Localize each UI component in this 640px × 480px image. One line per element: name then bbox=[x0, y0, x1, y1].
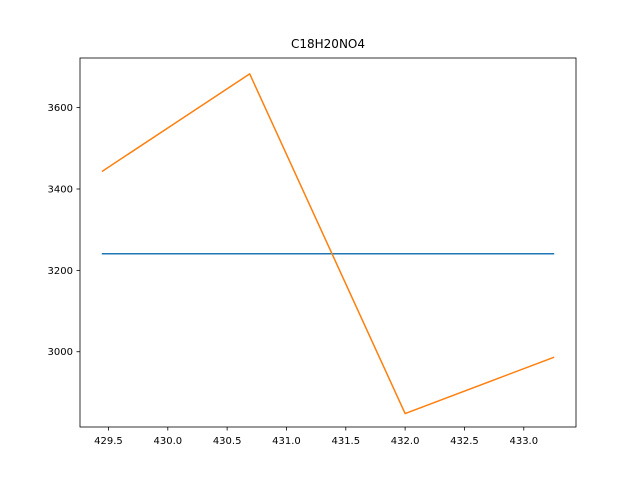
y-tick-label: 3200 bbox=[48, 266, 73, 277]
plot-frame bbox=[79, 57, 577, 428]
x-tick-label: 430.0 bbox=[153, 436, 182, 447]
series-line-2 bbox=[101, 73, 555, 415]
y-tick-label: 3600 bbox=[48, 103, 73, 114]
x-tick-label: 429.5 bbox=[94, 436, 123, 447]
chart-title: C18H20NO4 bbox=[291, 37, 365, 51]
axes-layer: 429.5 430.0 430.5 431.0 431.5 432.0 432.5 433.0… bbox=[48, 57, 577, 447]
x-tick-label: 431.5 bbox=[331, 436, 360, 447]
x-tick-label: 432.0 bbox=[391, 436, 420, 447]
x-tick-label: 433.0 bbox=[509, 436, 538, 447]
x-tick-label: 432.5 bbox=[450, 436, 479, 447]
x-tick-label: 431.0 bbox=[272, 436, 301, 447]
series-layer bbox=[101, 73, 555, 415]
y-tick-label: 3000 bbox=[48, 347, 73, 358]
x-tick-label: 430.5 bbox=[213, 436, 242, 447]
y-tick-label: 3400 bbox=[48, 185, 73, 196]
